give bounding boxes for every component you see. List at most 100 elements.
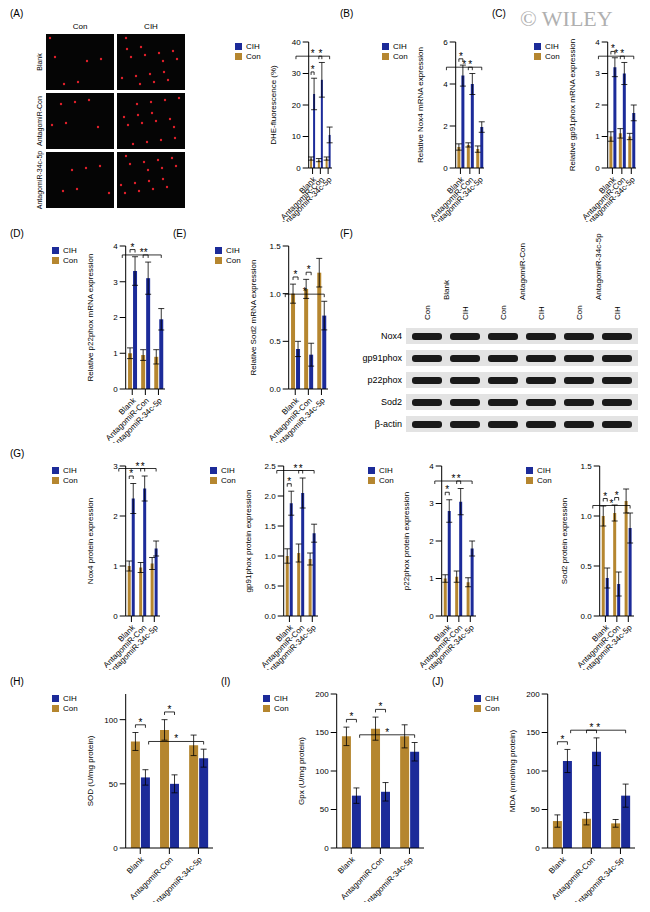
svg-text:*: * xyxy=(294,269,298,280)
svg-text:200: 200 xyxy=(315,690,329,699)
svg-text:*: * xyxy=(590,722,594,733)
svg-text:Sod2: Sod2 xyxy=(381,397,402,407)
svg-text:4: 4 xyxy=(595,38,600,47)
svg-text:Nox4 protein expression: Nox4 protein expression xyxy=(86,498,95,584)
svg-text:AntagomiR-34c-5p: AntagomiR-34c-5p xyxy=(150,855,204,902)
svg-text:Con: Con xyxy=(73,22,88,31)
svg-text:*: * xyxy=(287,476,291,487)
svg-text:*: * xyxy=(445,484,449,495)
svg-text:*: * xyxy=(140,247,144,258)
svg-text:AntagomiR-Con: AntagomiR-Con xyxy=(429,175,476,222)
svg-text:AntagomiR-34c-5p: AntagomiR-34c-5p xyxy=(361,855,415,902)
svg-text:gp91phox: gp91phox xyxy=(362,353,402,363)
svg-text:Relative gp91phox mRNA express: Relative gp91phox mRNA expression xyxy=(568,39,577,172)
svg-text:*: * xyxy=(603,491,607,502)
svg-text:20: 20 xyxy=(292,101,301,110)
svg-text:AntagomiR-34c-5p: AntagomiR-34c-5p xyxy=(106,623,160,670)
svg-text:CIH: CIH xyxy=(613,306,622,320)
svg-text:Blank: Blank xyxy=(547,854,568,875)
svg-text:0.5: 0.5 xyxy=(265,582,277,591)
svg-text:50: 50 xyxy=(531,805,540,814)
svg-text:*: * xyxy=(468,59,472,70)
svg-text:MDA (nmol/mg protein): MDA (nmol/mg protein) xyxy=(508,730,517,813)
svg-text:*: * xyxy=(614,48,618,59)
svg-text:0: 0 xyxy=(324,844,329,853)
svg-text:*: * xyxy=(318,48,322,59)
svg-text:AntagomiR-34c-5p: AntagomiR-34c-5p xyxy=(583,175,637,222)
svg-text:1: 1 xyxy=(113,349,118,358)
svg-text:Sod2 protein expression: Sod2 protein expression xyxy=(560,498,569,584)
svg-text:β-actin: β-actin xyxy=(375,419,402,429)
svg-text:100: 100 xyxy=(526,767,540,776)
svg-text:0.5: 0.5 xyxy=(581,562,593,571)
svg-text:CIH: CIH xyxy=(537,306,546,320)
svg-text:*: * xyxy=(349,711,353,722)
svg-text:Con: Con xyxy=(575,305,584,320)
svg-text:*: * xyxy=(311,48,315,59)
svg-text:*: * xyxy=(620,48,624,59)
svg-text:*: * xyxy=(141,462,145,472)
svg-text:Con: Con xyxy=(423,305,432,320)
svg-text:2.0: 2.0 xyxy=(265,492,277,501)
svg-text:2.5: 2.5 xyxy=(265,462,277,471)
svg-text:p22phox: p22phox xyxy=(367,375,402,385)
svg-text:gp91phox protein expression: gp91phox protein expression xyxy=(244,490,253,593)
svg-text:3: 3 xyxy=(429,499,434,508)
svg-text:*: * xyxy=(307,264,311,275)
svg-text:150: 150 xyxy=(526,728,540,737)
svg-text:AntagomiR-34c-5p: AntagomiR-34c-5p xyxy=(273,396,327,443)
svg-text:1.0: 1.0 xyxy=(270,290,282,299)
svg-text:AntagomiR-Con: AntagomiR-Con xyxy=(279,175,326,222)
svg-text:*: * xyxy=(462,59,466,70)
svg-text:AntagomiR-34c-5p: AntagomiR-34c-5p xyxy=(110,396,164,443)
svg-text:4: 4 xyxy=(429,462,434,471)
svg-text:10: 10 xyxy=(292,132,301,141)
svg-text:100: 100 xyxy=(315,767,329,776)
svg-text:2: 2 xyxy=(113,313,118,322)
svg-text:1.5: 1.5 xyxy=(581,462,593,471)
svg-text:Gpx (U/mg protein): Gpx (U/mg protein) xyxy=(297,737,306,805)
svg-text:2: 2 xyxy=(113,512,118,521)
svg-text:*: * xyxy=(615,490,619,501)
svg-text:Blank: Blank xyxy=(125,854,146,875)
svg-text:Nox4: Nox4 xyxy=(381,331,402,341)
svg-text:*: * xyxy=(610,498,614,509)
svg-text:3: 3 xyxy=(595,69,600,78)
svg-text:*: * xyxy=(174,733,178,744)
svg-text:2: 2 xyxy=(429,537,434,546)
svg-text:AntagomiR-34c-5p: AntagomiR-34c-5p xyxy=(36,151,44,209)
svg-text:0.0: 0.0 xyxy=(270,385,282,394)
svg-text:Relative Nox4 mRNA expression: Relative Nox4 mRNA expression xyxy=(416,47,425,163)
svg-text:*: * xyxy=(129,468,133,479)
svg-text:*: * xyxy=(457,473,461,484)
svg-text:1.0: 1.0 xyxy=(265,552,277,561)
svg-text:200: 200 xyxy=(526,690,540,699)
svg-text:1: 1 xyxy=(113,562,118,571)
svg-text:0.0: 0.0 xyxy=(581,612,593,621)
svg-text:100: 100 xyxy=(104,716,118,725)
svg-text:2: 2 xyxy=(443,122,448,131)
svg-text:0: 0 xyxy=(595,164,600,173)
svg-text:Blank: Blank xyxy=(36,53,43,71)
svg-text:150: 150 xyxy=(315,728,329,737)
svg-text:1.5: 1.5 xyxy=(265,522,277,531)
svg-text:6: 6 xyxy=(443,38,448,47)
svg-text:AntagomiR-34c-5p: AntagomiR-34c-5p xyxy=(264,623,318,670)
svg-text:0: 0 xyxy=(443,164,448,173)
svg-text:1.5: 1.5 xyxy=(270,242,282,251)
svg-text:4: 4 xyxy=(443,80,448,89)
svg-text:AntagomiR-34c-5p: AntagomiR-34c-5p xyxy=(580,623,634,670)
svg-text:DHE-fluorescence (%): DHE-fluorescence (%) xyxy=(269,65,278,145)
svg-text:AntagomiR-34c-5p: AntagomiR-34c-5p xyxy=(431,175,485,222)
svg-text:*: * xyxy=(138,717,142,728)
svg-text:Blank: Blank xyxy=(336,854,357,875)
svg-text:0: 0 xyxy=(429,612,434,621)
svg-text:*: * xyxy=(144,247,148,258)
svg-text:*: * xyxy=(452,473,456,484)
svg-text:*: * xyxy=(168,704,172,715)
svg-text:AntagomiR-34c-5p: AntagomiR-34c-5p xyxy=(280,175,334,222)
svg-text:AntagomiR-34c-5p: AntagomiR-34c-5p xyxy=(594,233,603,300)
svg-text:3: 3 xyxy=(113,462,118,471)
svg-text:4: 4 xyxy=(113,242,118,251)
svg-text:*: * xyxy=(131,242,135,253)
